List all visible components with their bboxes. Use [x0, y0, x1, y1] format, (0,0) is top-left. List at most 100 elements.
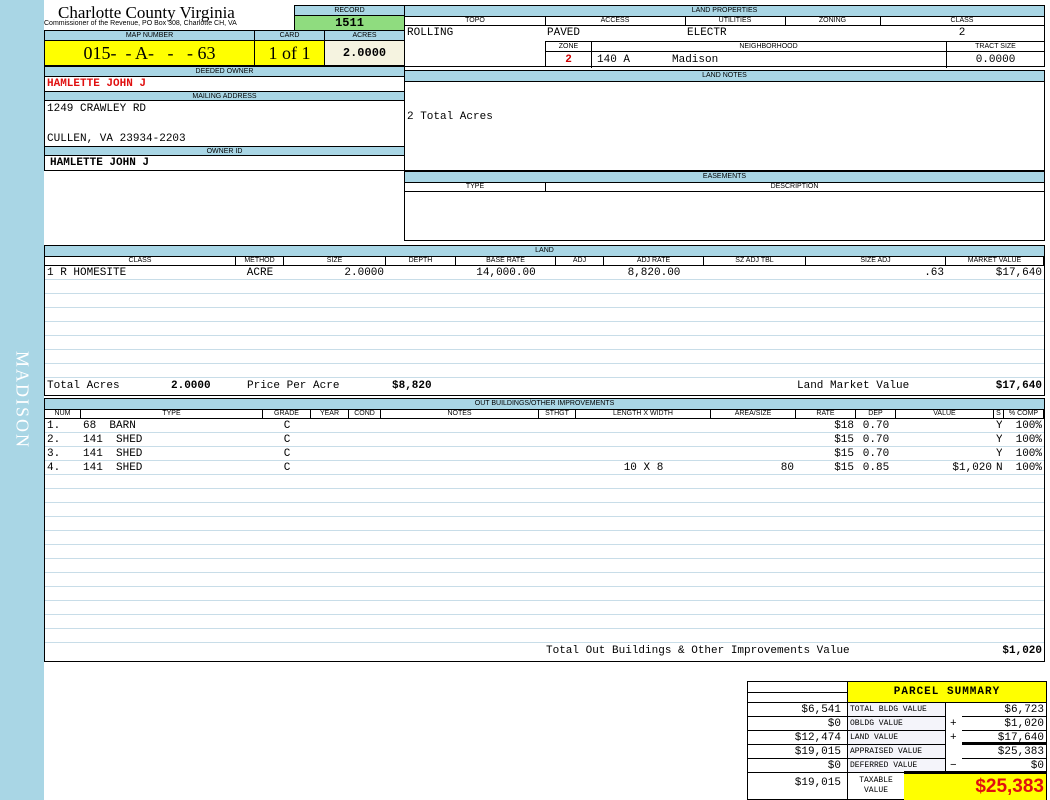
land-title: LAND	[45, 246, 1044, 257]
table-row	[45, 294, 1044, 308]
column-header: RATE	[796, 409, 856, 418]
table-row: 4. 141 SHED C 10 X 8 80 $15 0.85 $1,020 N 100%	[45, 461, 1044, 475]
land-section: LAND CLASS METHOD SIZE DEPTH BASE RATE ADJ ADJ…	[44, 245, 1045, 396]
table-row	[45, 629, 1044, 643]
table-cell: 0.70	[862, 448, 890, 460]
table-row	[45, 517, 1044, 531]
column-header: ADJ	[556, 256, 604, 265]
column-header: CLASS	[45, 256, 236, 265]
table-row	[45, 308, 1044, 322]
table-cell: C	[283, 434, 291, 446]
table-cell: 10 X 8	[623, 462, 664, 474]
table-cell: 141 SHED	[83, 434, 143, 446]
tract-size-value: 0.0000	[975, 54, 1016, 66]
table-row	[45, 573, 1044, 587]
table-cell: .63	[924, 267, 944, 279]
mailing-address: 1249 CRAWLEY RD CULLEN, VA 23934-2203	[44, 100, 405, 147]
address-line-1: 1249 CRAWLEY RD	[47, 103, 147, 115]
acres-value: 2.0000	[324, 40, 405, 66]
table-cell: Y	[996, 434, 1002, 446]
county-subtitle: Commissioner of the Revenue, PO Box 308,…	[44, 20, 237, 27]
table-row	[45, 364, 1044, 378]
table-row	[45, 587, 1044, 601]
taxable-prior-value: $19,015	[748, 772, 848, 800]
table-cell: 0.70	[862, 434, 890, 446]
deeded-owner: HAMLETTE JOHN J	[44, 76, 405, 92]
land-notes: LAND NOTES 2 Total Acres	[404, 70, 1045, 171]
taxable-value-label: TAXABLE VALUE	[848, 772, 904, 800]
easements-title: EASEMENTS	[405, 172, 1044, 183]
column-header: NOTES	[381, 409, 539, 418]
table-cell: 100%	[1015, 434, 1042, 446]
table-cell: 4.	[47, 462, 61, 474]
easements: EASEMENTS TYPE DESCRIPTION	[404, 171, 1045, 241]
land-notes-title: LAND NOTES	[405, 71, 1044, 82]
column-header: NUM	[45, 409, 81, 418]
column-header: Size Adj	[806, 256, 946, 265]
utilities-label: UTILITIES	[685, 16, 786, 26]
column-header: LENGTH X WIDTH	[576, 409, 711, 418]
table-cell: Y	[996, 448, 1002, 460]
table-cell: 3.	[47, 448, 61, 460]
access-value: PAVED	[547, 27, 581, 39]
table-row	[45, 350, 1044, 364]
table-row	[45, 545, 1044, 559]
table-cell: 141 SHED	[83, 462, 143, 474]
price-per-acre-value: $8,820	[392, 380, 432, 392]
column-header: ADJ RATE	[604, 256, 704, 265]
table-cell: 100%	[1015, 420, 1042, 432]
neighborhood-code: 140 A	[597, 54, 631, 66]
topo-value: ROLLING	[407, 27, 454, 39]
summary-value: $25,383	[962, 745, 1046, 759]
land-properties-title: LAND PROPERTIES	[405, 6, 1044, 17]
outbuildings-total-label: Total Out Buildings & Other Improvements…	[546, 645, 850, 657]
table-cell: C	[283, 462, 291, 474]
table-row	[45, 322, 1044, 336]
column-header: % COMP	[1004, 409, 1044, 418]
table-cell: 2.0000	[344, 267, 384, 279]
zoning-label: ZONING	[785, 16, 881, 26]
summary-prior-value: $0	[748, 717, 848, 731]
column-header: AREA/SIZE	[711, 409, 796, 418]
outbuildings-title: OUT BUILDINGS/OTHER IMPROVEMENTS	[45, 399, 1044, 410]
column-header: COND	[349, 409, 381, 418]
column-header: DEP	[856, 409, 896, 418]
neighborhood-name: Madison	[672, 54, 719, 66]
summary-value: $6,723	[962, 703, 1046, 717]
column-header: SIZE	[284, 256, 386, 265]
column-header: MARKET VALUE	[946, 256, 1044, 265]
parcel-summary-title: PARCEL SUMMARY	[848, 682, 1046, 702]
card-number: 1 of 1	[254, 40, 325, 66]
table-cell: $15	[834, 448, 854, 460]
owner-id: HAMLETTE JOHN J	[44, 155, 405, 171]
table-row	[45, 503, 1044, 517]
land-market-value: $17,640	[995, 380, 1042, 392]
outbuildings-section: OUT BUILDINGS/OTHER IMPROVEMENTS NUM TYPE…	[44, 398, 1045, 662]
table-row	[45, 559, 1044, 573]
table-cell: 68 BARN	[83, 420, 136, 432]
sidebar-label: MADISON	[12, 350, 33, 450]
table-row	[45, 475, 1044, 489]
table-cell: $15	[834, 462, 854, 474]
class-value: 2	[958, 27, 966, 39]
table-cell: $15	[834, 434, 854, 446]
taxable-value: $25,383	[904, 771, 1046, 800]
map-number: 015- - A- - - 63	[44, 40, 255, 66]
table-cell: 80	[780, 462, 794, 474]
table-cell: C	[283, 420, 291, 432]
table-row	[45, 601, 1044, 615]
table-row	[45, 531, 1044, 545]
table-cell: C	[283, 448, 291, 460]
land-properties: LAND PROPERTIES TOPO ACCESS UTILITIES ZO…	[404, 5, 1045, 68]
land-market-value-label: Land Market Value	[797, 380, 910, 392]
parcel-summary: PARCEL SUMMARY $6,541 TOTAL BLDG VALUE $6,…	[747, 681, 1047, 800]
neighborhood-label: NEIGHBORHOOD	[591, 42, 947, 52]
table-cell: ACRE	[246, 267, 274, 279]
table-row	[45, 336, 1044, 350]
table-row: 2. 141 SHED C $15 0.70 Y 100%	[45, 433, 1044, 447]
easement-description-label: DESCRIPTION	[545, 182, 1044, 192]
column-header: YEAR	[311, 409, 349, 418]
table-cell: $18	[834, 420, 854, 432]
zone-label: ZONE	[546, 42, 592, 52]
class-label: CLASS	[880, 16, 1044, 26]
